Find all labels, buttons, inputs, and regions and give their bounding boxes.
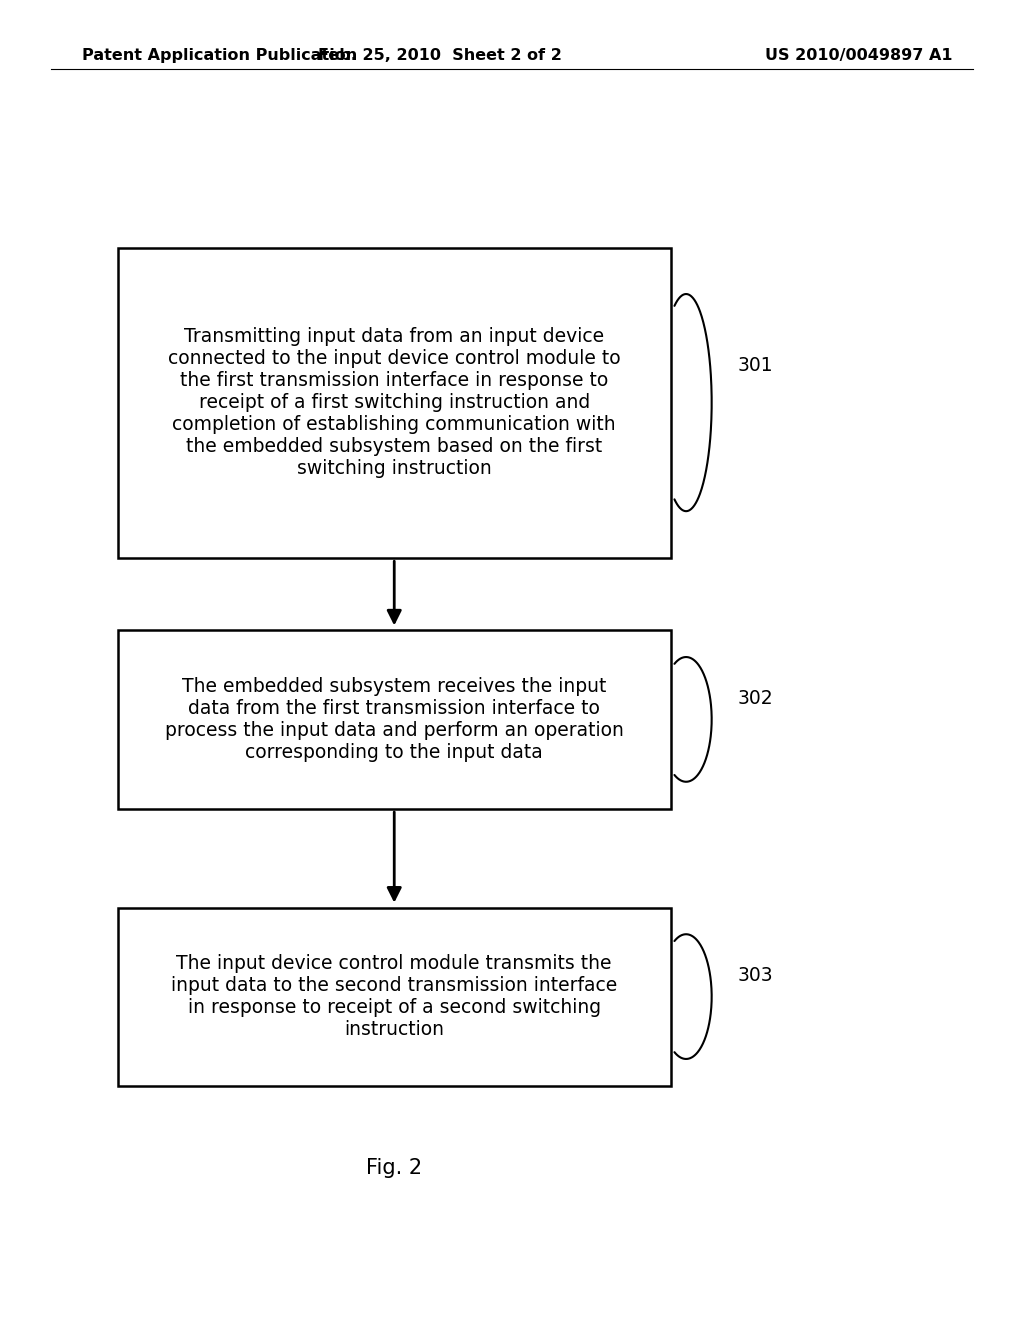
Bar	[118, 248, 671, 558]
Text: 303: 303	[737, 966, 773, 985]
Text: Fig. 2: Fig. 2	[367, 1158, 422, 1179]
Text: Patent Application Publication: Patent Application Publication	[82, 48, 357, 63]
Text: The input device control module transmits the
input data to the second transmiss: The input device control module transmit…	[171, 954, 617, 1039]
Text: Transmitting input data from an input device
connected to the input device contr: Transmitting input data from an input de…	[168, 327, 621, 478]
Text: 302: 302	[737, 689, 773, 708]
Bar	[118, 908, 671, 1085]
Text: US 2010/0049897 A1: US 2010/0049897 A1	[765, 48, 952, 63]
Text: 301: 301	[737, 356, 773, 375]
Text: The embedded subsystem receives the input
data from the first transmission inter: The embedded subsystem receives the inpu…	[165, 677, 624, 762]
Bar	[118, 631, 671, 808]
Text: Feb. 25, 2010  Sheet 2 of 2: Feb. 25, 2010 Sheet 2 of 2	[318, 48, 562, 63]
